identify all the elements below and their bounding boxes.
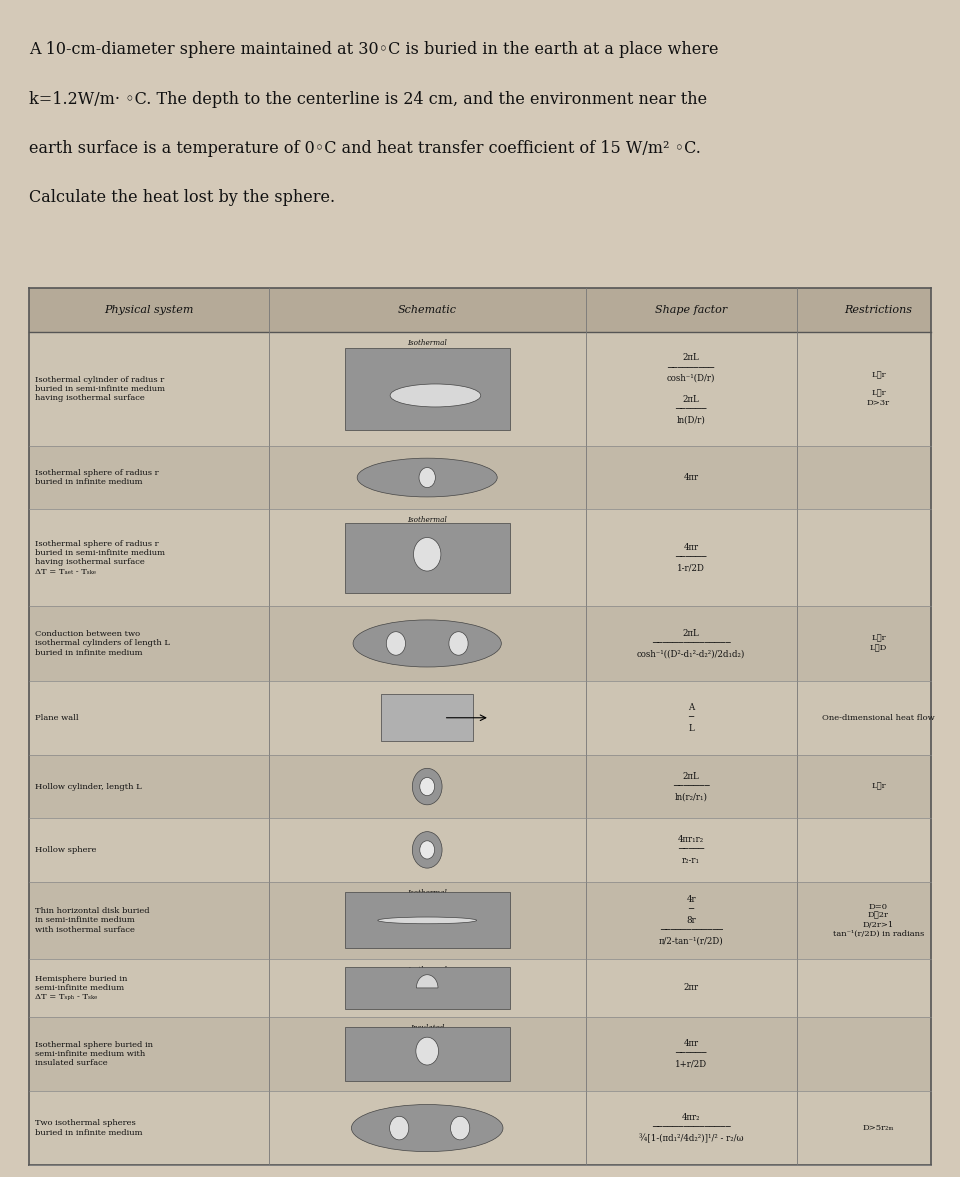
Text: D=0
D≫2r
D/2r>1
tan⁻¹(r/2D) in radians: D=0 D≫2r D/2r>1 tan⁻¹(r/2D) in radians <box>832 903 924 938</box>
FancyBboxPatch shape <box>29 1017 931 1091</box>
Circle shape <box>414 538 441 571</box>
Text: Isothermal: Isothermal <box>407 339 447 347</box>
FancyBboxPatch shape <box>381 694 473 742</box>
Text: D>5r₂ₘ: D>5r₂ₘ <box>863 1124 894 1132</box>
Circle shape <box>420 778 435 796</box>
FancyBboxPatch shape <box>29 818 931 882</box>
Text: Isothermal sphere buried in
semi-infinite medium with
insulated surface: Isothermal sphere buried in semi-infinit… <box>35 1040 153 1068</box>
Ellipse shape <box>357 458 497 497</box>
Circle shape <box>420 840 435 859</box>
Text: 4πr₂
───────────────
¾[1-(πd₁²/4d₂²)]¹/² - r₂/ω: 4πr₂ ─────────────── ¾[1-(πd₁²/4d₂²)]¹/²… <box>639 1113 743 1143</box>
Text: Physical system: Physical system <box>104 305 194 315</box>
Ellipse shape <box>390 384 481 407</box>
Ellipse shape <box>378 917 476 924</box>
Text: Hollow sphere: Hollow sphere <box>35 846 96 853</box>
FancyBboxPatch shape <box>29 882 931 959</box>
Text: L≫r: L≫r <box>871 783 886 791</box>
Text: Two isothermal spheres
buried in infinite medium: Two isothermal spheres buried in infinit… <box>35 1119 142 1137</box>
Text: Isothermal sphere of radius r
buried in semi-infinite medium
having isothermal s: Isothermal sphere of radius r buried in … <box>35 540 164 576</box>
Text: 4πr
──────
1+r/2D: 4πr ────── 1+r/2D <box>675 1039 708 1069</box>
Text: 4πr: 4πr <box>684 473 699 483</box>
Text: Isothermal: Isothermal <box>407 889 447 897</box>
FancyBboxPatch shape <box>29 754 931 818</box>
Text: Plane wall: Plane wall <box>35 713 78 722</box>
Text: Hemisphere buried in
semi-infinite medium
ΔT = Tₛₚₕ - Tₛₖₑ: Hemisphere buried in semi-infinite mediu… <box>35 975 127 1002</box>
FancyBboxPatch shape <box>29 1091 931 1165</box>
FancyBboxPatch shape <box>345 523 510 593</box>
Circle shape <box>390 1116 409 1139</box>
Circle shape <box>413 769 442 805</box>
Circle shape <box>413 832 442 869</box>
Text: 4πr
──────
1-r/2D: 4πr ────── 1-r/2D <box>676 543 707 573</box>
FancyBboxPatch shape <box>29 959 931 1017</box>
FancyBboxPatch shape <box>345 1028 510 1080</box>
FancyBboxPatch shape <box>29 288 931 332</box>
Text: Shape factor: Shape factor <box>655 305 728 315</box>
FancyBboxPatch shape <box>29 680 931 754</box>
Ellipse shape <box>351 1104 503 1151</box>
Text: Hollow cylinder, length L: Hollow cylinder, length L <box>35 783 141 791</box>
FancyBboxPatch shape <box>29 606 931 680</box>
Circle shape <box>450 1116 469 1139</box>
Text: Isothermal cylinder of radius r
buried in semi-infinite medium
having isothermal: Isothermal cylinder of radius r buried i… <box>35 375 164 403</box>
Text: Conduction between two
isothermal cylinders of length L
buried in infinite mediu: Conduction between two isothermal cylind… <box>35 630 170 657</box>
Text: L≫r

L≫r
D>3r: L≫r L≫r D>3r <box>867 371 890 407</box>
Ellipse shape <box>353 620 501 667</box>
Text: A
─
L: A ─ L <box>688 703 694 732</box>
Text: 4r
─
8r
────────────
π/2-tan⁻¹(r/2D): 4r ─ 8r ──────────── π/2-tan⁻¹(r/2D) <box>659 895 724 945</box>
Circle shape <box>449 632 468 656</box>
Text: 2πL
─────────
cosh⁻¹(D/r)

2πL
──────
ln(D/r): 2πL ───────── cosh⁻¹(D/r) 2πL ────── ln(… <box>667 353 715 425</box>
Text: L≫r
L≫D: L≫r L≫D <box>870 634 887 652</box>
Text: k=1.2W/m· ◦C. The depth to the centerline is 24 cm, and the environment near the: k=1.2W/m· ◦C. The depth to the centerlin… <box>29 91 707 107</box>
FancyBboxPatch shape <box>29 510 931 606</box>
FancyBboxPatch shape <box>345 892 510 949</box>
Text: Thin horizontal disk buried
in semi-infinite medium
with isothermal surface: Thin horizontal disk buried in semi-infi… <box>35 907 149 933</box>
Text: Calculate the heat lost by the sphere.: Calculate the heat lost by the sphere. <box>29 189 335 206</box>
Circle shape <box>386 632 405 656</box>
Text: Isothermal: Isothermal <box>407 966 447 975</box>
Wedge shape <box>417 975 438 988</box>
FancyBboxPatch shape <box>29 446 931 510</box>
Text: 2πr: 2πr <box>684 984 699 992</box>
Text: 4πr₁r₂
─────
r₂-r₁: 4πr₁r₂ ───── r₂-r₁ <box>678 834 705 865</box>
Text: earth surface is a temperature of 0◦C and heat transfer coefficient of 15 W/m² ◦: earth surface is a temperature of 0◦C an… <box>29 140 701 157</box>
Text: A 10-cm-diameter sphere maintained at 30◦C is buried in the earth at a place whe: A 10-cm-diameter sphere maintained at 30… <box>29 41 718 58</box>
Text: Isothermal: Isothermal <box>407 517 447 524</box>
Circle shape <box>416 1037 439 1065</box>
Text: Insulated: Insulated <box>410 1024 444 1032</box>
Text: 2πL
───────────────
cosh⁻¹((D²-d₁²-d₂²)/2d₁d₂): 2πL ─────────────── cosh⁻¹((D²-d₁²-d₂²)/… <box>637 629 745 658</box>
FancyBboxPatch shape <box>29 332 931 446</box>
Text: One-dimensional heat flow: One-dimensional heat flow <box>822 713 935 722</box>
Text: Restrictions: Restrictions <box>845 305 912 315</box>
FancyBboxPatch shape <box>345 967 510 1009</box>
Text: Schematic: Schematic <box>397 305 457 315</box>
Text: Isothermal sphere of radius r
buried in infinite medium: Isothermal sphere of radius r buried in … <box>35 468 158 486</box>
Circle shape <box>419 467 436 487</box>
FancyBboxPatch shape <box>345 348 510 430</box>
Text: 2πL
───────
ln(r₂/r₁): 2πL ─────── ln(r₂/r₁) <box>673 772 709 802</box>
